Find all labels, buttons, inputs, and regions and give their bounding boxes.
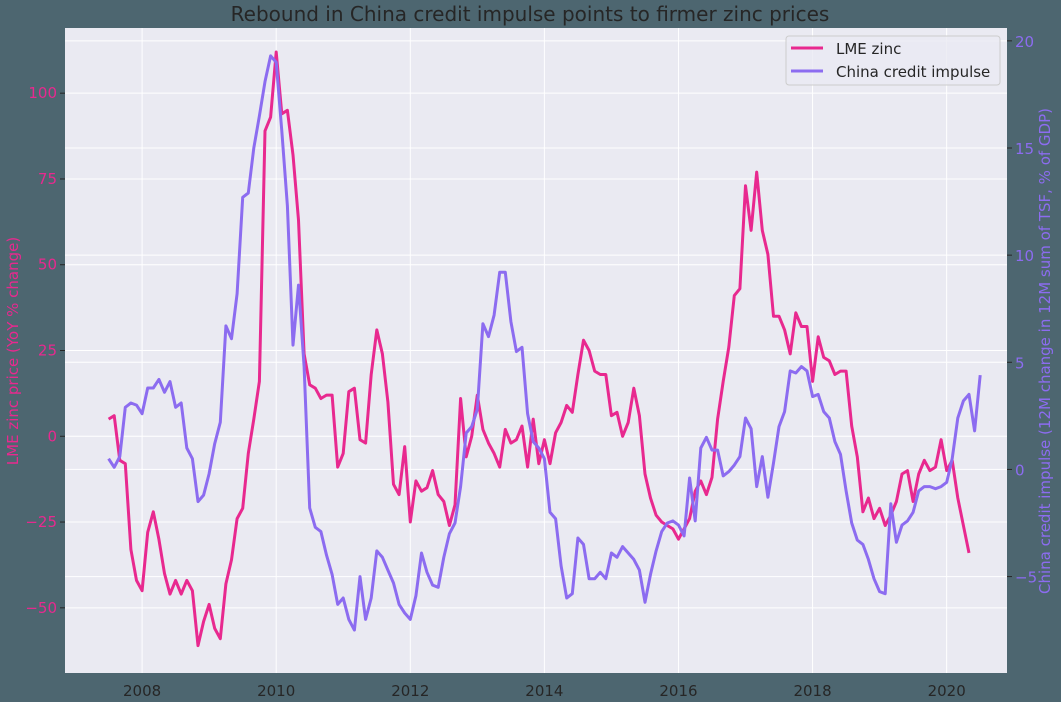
x-tick-label: 2012 <box>391 682 429 700</box>
right-tick-label: 0 <box>1015 461 1025 479</box>
right-y-axis: 20 15 10 5 0 −5 <box>1007 33 1037 587</box>
left-tick-label: 25 <box>38 342 57 360</box>
right-tick-label: 15 <box>1015 140 1034 158</box>
left-axis-label: LME zinc price (YoY % change) <box>4 237 22 465</box>
x-tick-label: 2018 <box>793 682 831 700</box>
x-tick-label: 2016 <box>659 682 697 700</box>
left-tick-label: 50 <box>38 256 57 274</box>
x-tick-label: 2010 <box>257 682 295 700</box>
series-line-lme-zinc <box>107 50 971 648</box>
left-tick-label: 100 <box>28 84 57 102</box>
chart-title: Rebound in China credit impulse points t… <box>231 2 830 26</box>
left-tick-label: 0 <box>47 427 57 445</box>
left-tick-label: −50 <box>25 599 57 617</box>
x-axis: 2008 2010 2012 2014 2016 2018 2020 <box>123 682 966 700</box>
right-tick-label: −5 <box>1015 569 1037 587</box>
legend: LME zinc China credit impulse <box>785 35 1001 86</box>
x-tick-label: 2008 <box>123 682 161 700</box>
legend-label-lme-zinc: LME zinc <box>836 40 901 58</box>
right-tick-label: 10 <box>1015 247 1034 265</box>
left-tick-label: −25 <box>25 513 57 531</box>
left-y-axis: 100 75 50 25 0 −25 −50 <box>25 84 65 617</box>
legend-box <box>785 35 1001 86</box>
x-tick-label: 2014 <box>525 682 563 700</box>
legend-label-china-credit-impulse: China credit impulse <box>836 63 990 81</box>
x-tick-label: 2020 <box>928 682 966 700</box>
series-lines <box>107 50 982 648</box>
right-tick-label: 20 <box>1015 33 1034 51</box>
left-tick-label: 75 <box>38 170 57 188</box>
grid-lines <box>65 28 1007 673</box>
right-axis-label: China credit impulse (12M change in 12M … <box>1036 108 1054 594</box>
right-tick-label: 5 <box>1015 354 1025 372</box>
series-line-china-credit-impulse <box>107 54 982 632</box>
